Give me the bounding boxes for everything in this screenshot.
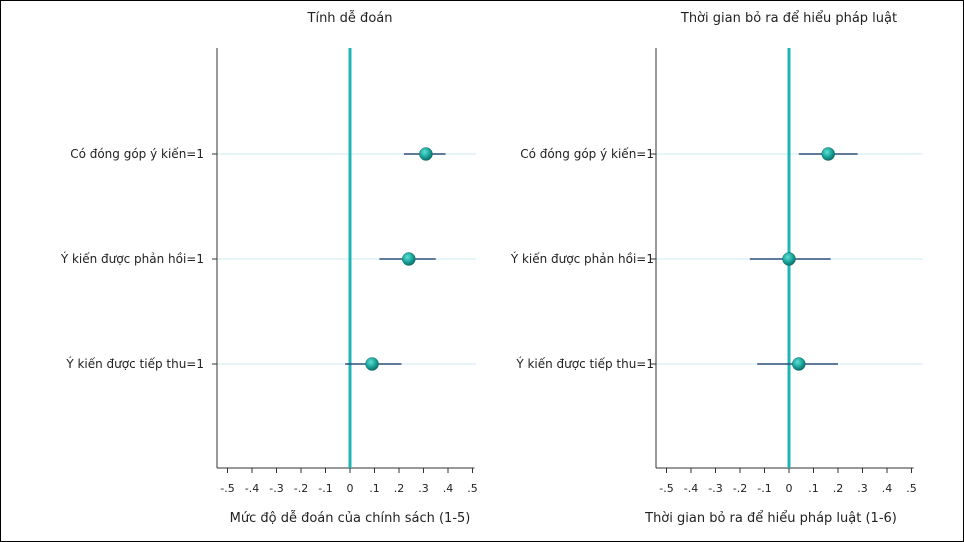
x-tick-label: .2 [394,482,405,495]
x-tick-label: .5 [906,482,917,495]
x-tick-label: -.3 [269,482,283,495]
x-tick-label: .4 [443,482,454,495]
estimate-point [821,147,835,161]
x-tick-label: -.1 [757,482,771,495]
x-tick-label: -.5 [659,482,673,495]
x-axis-label: Mức độ dễ đoán của chính sách (1-5) [230,511,471,526]
x-tick-label: -.2 [294,482,308,495]
x-tick-label: -.2 [733,482,747,495]
panel-predictability: Tính dễ đoán Mức độ dễ đoán của chính sá… [230,11,471,526]
x-tick-label: .5 [467,482,478,495]
x-tick-label: -.3 [708,482,722,495]
x-tick-label: .1 [808,482,819,495]
x-tick-label: 0 [347,482,354,495]
x-axis-label: Thời gian bỏ ra để hiểu pháp luật (1-6) [644,511,897,526]
x-tick-label: .4 [882,482,893,495]
category-label: Ý kiến được phản hồi=1 [510,251,654,266]
category-label: Có đóng góp ý kiến=1 [70,147,204,161]
category-label: Ý kiến được tiếp thu=1 [515,356,654,371]
x-tick-label: 0 [786,482,793,495]
x-tick-label: -.4 [684,482,698,495]
x-tick-label: -.4 [245,482,259,495]
panel-time-to-understand-law: Thời gian bỏ ra để hiểu pháp luật Thời g… [644,11,897,526]
x-tick-label: .3 [857,482,868,495]
panel-title: Thời gian bỏ ra để hiểu pháp luật [680,11,897,26]
estimate-point [365,357,379,371]
estimate-point [419,147,433,161]
category-label: Ý kiến được tiếp thu=1 [65,356,204,371]
x-tick-label: -.1 [318,482,332,495]
category-label: Có đóng góp ý kiến=1 [520,147,654,161]
estimate-point [782,252,796,266]
x-tick-label: .2 [833,482,844,495]
category-label: Ý kiến được phản hồi=1 [60,251,204,266]
estimate-point [792,357,806,371]
x-tick-label: .3 [418,482,429,495]
x-tick-label: -.5 [220,482,234,495]
panel-title: Tính dễ đoán [307,11,393,26]
x-tick-label: .1 [369,482,380,495]
estimate-point [402,252,416,266]
